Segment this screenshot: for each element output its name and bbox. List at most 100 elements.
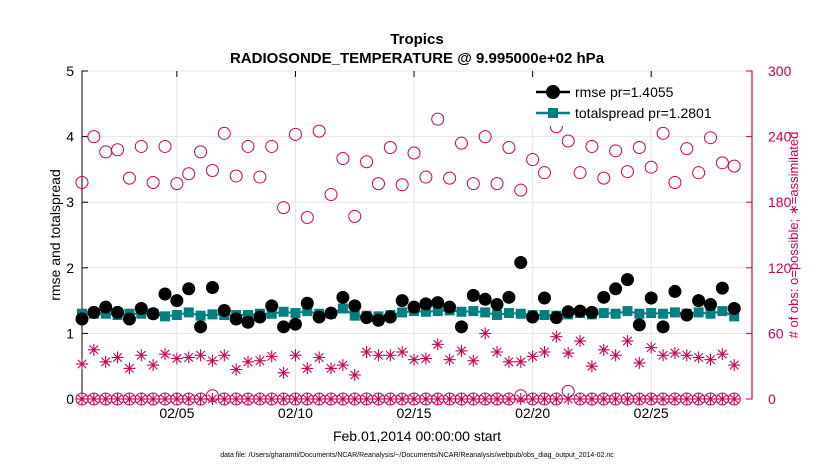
obs-possible-point: [324, 188, 338, 202]
legend-totalspread-label: totalspread pr=1.2801: [575, 105, 712, 121]
obs-possible-point: [205, 163, 219, 177]
y-right-tick-label: 0: [768, 391, 776, 407]
obs-assimilated-point: [621, 393, 634, 405]
obs-possible-point: [312, 124, 326, 138]
obs-assimilated-point: [704, 353, 717, 366]
obs-assimilated-point: [396, 345, 409, 358]
obs-possible-point: [360, 155, 374, 169]
obs-assimilated-point: [597, 393, 610, 405]
rmse-point: [265, 299, 279, 313]
obs-possible-point: [395, 178, 409, 192]
totalspread-point: [183, 307, 194, 318]
obs-assimilated-point: [514, 393, 527, 405]
obs-assimilated-point: [562, 347, 575, 360]
obs-assimilated-point: [253, 393, 266, 405]
obs-assimilated-point: [526, 350, 539, 363]
rmse-point: [549, 311, 563, 325]
obs-assimilated-point: [538, 393, 551, 405]
obs-assimilated-point: [147, 393, 160, 405]
obs-assimilated-point: [170, 352, 183, 365]
obs-possible-point: [454, 136, 468, 150]
obs-possible-point: [692, 166, 706, 180]
rmse-point: [715, 281, 729, 295]
legend: rmse pr=1.4055 totalspread pr=1.2801: [530, 78, 748, 126]
series-assimilated-zero: [76, 393, 741, 405]
totalspread-point: [337, 303, 348, 314]
obs-possible-point: [111, 143, 125, 157]
obs-assimilated-point: [135, 393, 148, 405]
obs-assimilated-point: [716, 348, 729, 361]
obs-assimilated-point: [194, 393, 207, 405]
obs-assimilated-point: [313, 351, 326, 364]
obs-possible-point: [241, 139, 255, 153]
rmse-point: [288, 317, 302, 331]
series-rmse: [75, 256, 741, 334]
obs-possible-point: [288, 127, 302, 141]
obs-assimilated-point: [526, 393, 539, 405]
obs-possible-point: [573, 166, 587, 180]
totalspread-point: [634, 308, 645, 319]
totalspread-point: [207, 309, 218, 320]
rmse-point: [703, 298, 717, 312]
totalspread-point: [266, 308, 277, 319]
totalspread-point: [397, 307, 408, 318]
obs-possible-point: [620, 165, 634, 179]
obs-assimilated-point: [538, 345, 551, 358]
obs-assimilated-point: [159, 348, 172, 361]
obs-assimilated-point: [562, 393, 575, 405]
series-possible: [75, 112, 741, 225]
totalspread-point: [622, 306, 633, 317]
obs-assimilated-point: [135, 349, 148, 362]
obs-assimilated-point: [491, 393, 504, 405]
rmse-point: [573, 304, 587, 318]
obs-assimilated-point: [692, 351, 705, 364]
rmse-point: [490, 298, 504, 312]
obs-possible-point: [597, 171, 611, 185]
obs-assimilated-point: [585, 360, 598, 373]
obs-assimilated-point: [467, 393, 480, 405]
rmse-point: [182, 282, 196, 296]
totalspread-point: [432, 306, 443, 317]
totalspread-point: [456, 306, 467, 317]
obs-assimilated-point: [502, 393, 515, 405]
obs-possible-point: [502, 141, 516, 155]
totalspread-point: [658, 308, 669, 319]
obs-possible-point: [87, 130, 101, 144]
rmse-point: [585, 305, 599, 319]
obs-possible-point: [277, 201, 291, 215]
data-file-footnote: data file: /Users/gharamti/Documents/NCA…: [220, 452, 614, 459]
rmse-point: [253, 310, 267, 324]
obs-assimilated-point: [668, 393, 681, 405]
obs-assimilated-point: [99, 393, 112, 405]
rmse-point: [99, 300, 113, 314]
legend-totalspread-marker: [548, 108, 558, 118]
obs-possible-point: [122, 171, 136, 185]
obs-assimilated-point: [550, 393, 563, 405]
x-tick-label: 02/15: [397, 405, 432, 421]
obs-assimilated-point: [550, 330, 563, 343]
obs-possible-point: [170, 177, 184, 191]
obs-possible-point: [134, 139, 148, 153]
obs-assimilated-point: [170, 393, 183, 405]
obs-possible-point: [632, 141, 646, 155]
obs-assimilated-point: [479, 393, 492, 405]
y-right-tick-label: 240: [768, 129, 792, 145]
y-left-tick-label: 5: [66, 63, 74, 79]
obs-possible-point: [490, 177, 504, 191]
obs-assimilated-point: [360, 345, 373, 358]
obs-assimilated-point: [384, 393, 397, 405]
rmse-point: [407, 300, 421, 314]
obs-assimilated-point: [111, 393, 124, 405]
rmse-point: [324, 306, 338, 320]
obs-assimilated-point: [253, 354, 266, 367]
obs-assimilated-point: [325, 362, 338, 375]
rmse-point: [680, 308, 694, 322]
obs-assimilated-point: [514, 355, 527, 368]
rmse-point: [668, 284, 682, 298]
obs-assimilated-point: [645, 341, 658, 354]
obs-possible-point: [419, 170, 433, 184]
totalspread-point: [610, 308, 621, 319]
obs-possible-point: [537, 166, 551, 180]
obs-possible-point: [585, 139, 599, 153]
